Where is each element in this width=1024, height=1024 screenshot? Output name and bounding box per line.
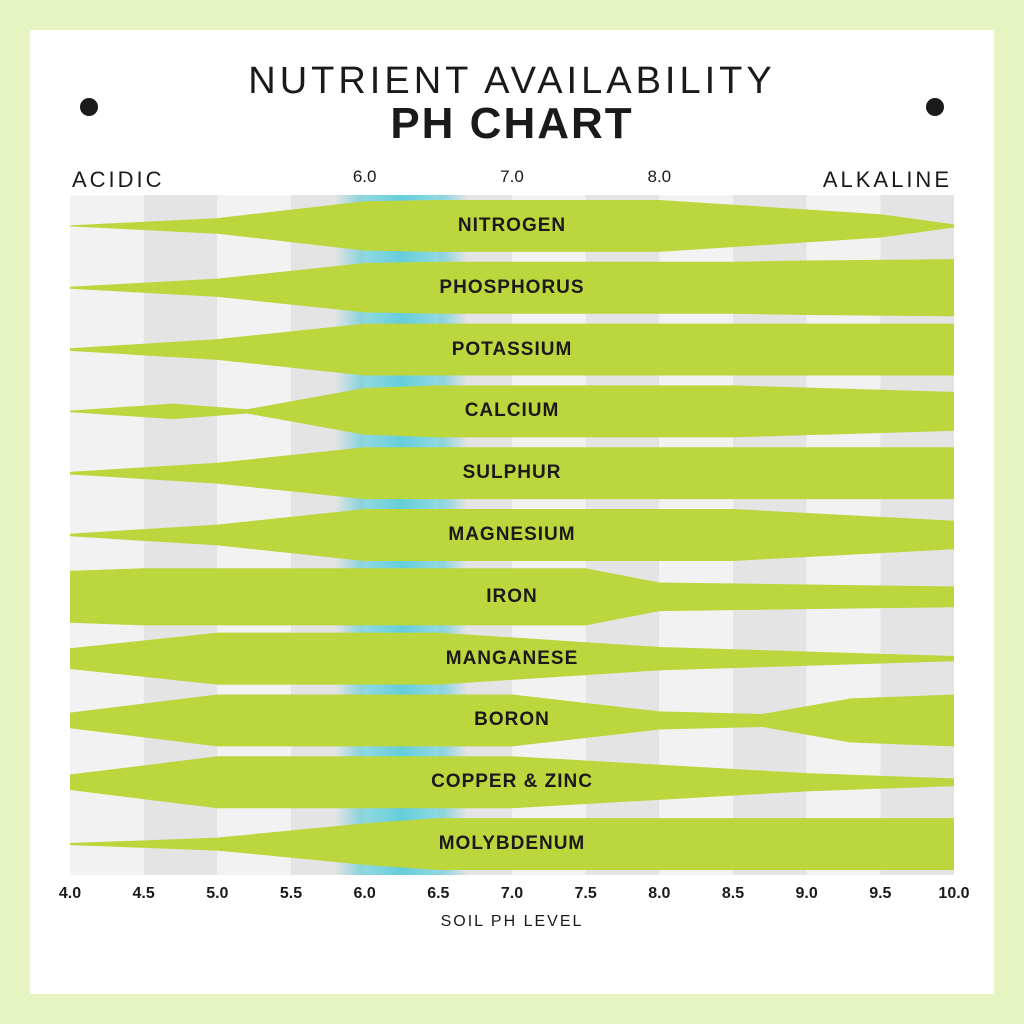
bottom-tick: 8.0 <box>648 885 670 903</box>
bottom-tick: 8.5 <box>722 885 744 903</box>
bottom-axis-ticks: 4.04.55.05.56.06.57.07.58.08.59.09.510.0 <box>70 885 954 911</box>
alkaline-label: ALKALINE <box>823 167 952 191</box>
bottom-tick: 5.5 <box>280 885 302 903</box>
x-axis-label: SOIL PH LEVEL <box>70 913 954 931</box>
bottom-tick: 10.0 <box>938 885 969 903</box>
bottom-tick: 7.0 <box>501 885 523 903</box>
decorative-dot-left <box>80 98 98 116</box>
top-tick: 8.0 <box>648 167 672 187</box>
top-tick: 6.0 <box>353 167 377 187</box>
chart-area: ACIDIC ALKALINE 6.0 7.0 8.0 NITROGENPHOSPH… <box>70 167 954 931</box>
bottom-tick: 5.0 <box>206 885 228 903</box>
acidic-label: ACIDIC <box>72 167 165 191</box>
bottom-tick: 6.5 <box>427 885 449 903</box>
title-block: NUTRIENT AVAILABILITY PH CHART <box>70 60 954 149</box>
plot-region: NITROGENPHOSPHORUSPOTASSIUMCALCIUMSULPHU… <box>70 195 954 875</box>
top-tick: 7.0 <box>500 167 524 187</box>
bottom-tick: 6.0 <box>354 885 376 903</box>
chart-title-line2: PH CHART <box>70 99 954 149</box>
bottom-tick: 4.5 <box>133 885 155 903</box>
bottom-tick: 4.0 <box>59 885 81 903</box>
bottom-tick: 9.5 <box>869 885 891 903</box>
top-axis-labels: ACIDIC ALKALINE 6.0 7.0 8.0 <box>70 167 954 195</box>
chart-title-line1: NUTRIENT AVAILABILITY <box>70 60 954 103</box>
decorative-dot-right <box>926 98 944 116</box>
chart-card: NUTRIENT AVAILABILITY PH CHART ACIDIC AL… <box>30 30 994 994</box>
bottom-tick: 9.0 <box>796 885 818 903</box>
bottom-tick: 7.5 <box>575 885 597 903</box>
